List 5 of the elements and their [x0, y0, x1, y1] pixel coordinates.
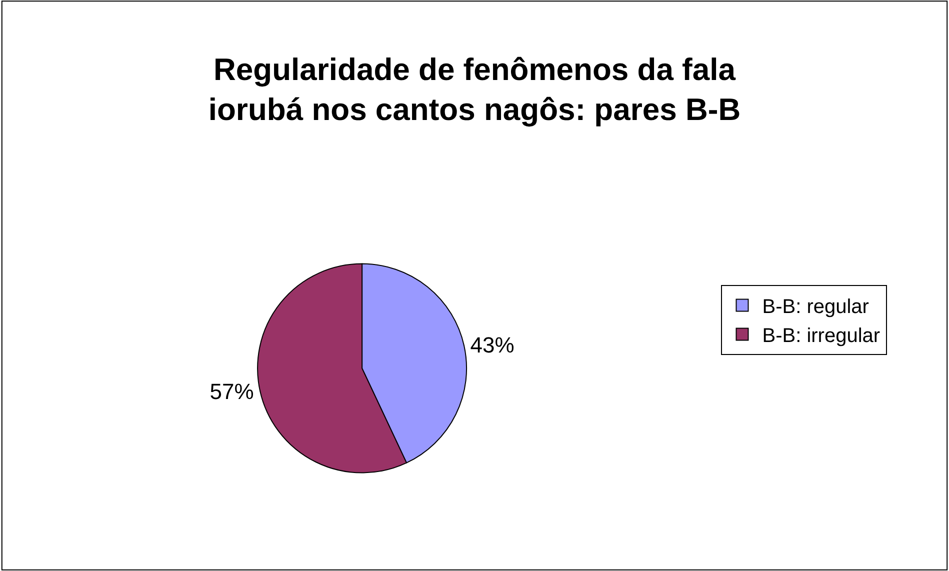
data-label: 43% [470, 332, 514, 358]
legend-label: B-B: irregular [762, 325, 880, 348]
data-label: 57% [210, 379, 254, 404]
chart-title: Regularidade de fenômenos da fala iorubá nos cantos nagôs: pares B-B [208, 52, 741, 128]
legend-label: B-B: regular [762, 296, 870, 318]
